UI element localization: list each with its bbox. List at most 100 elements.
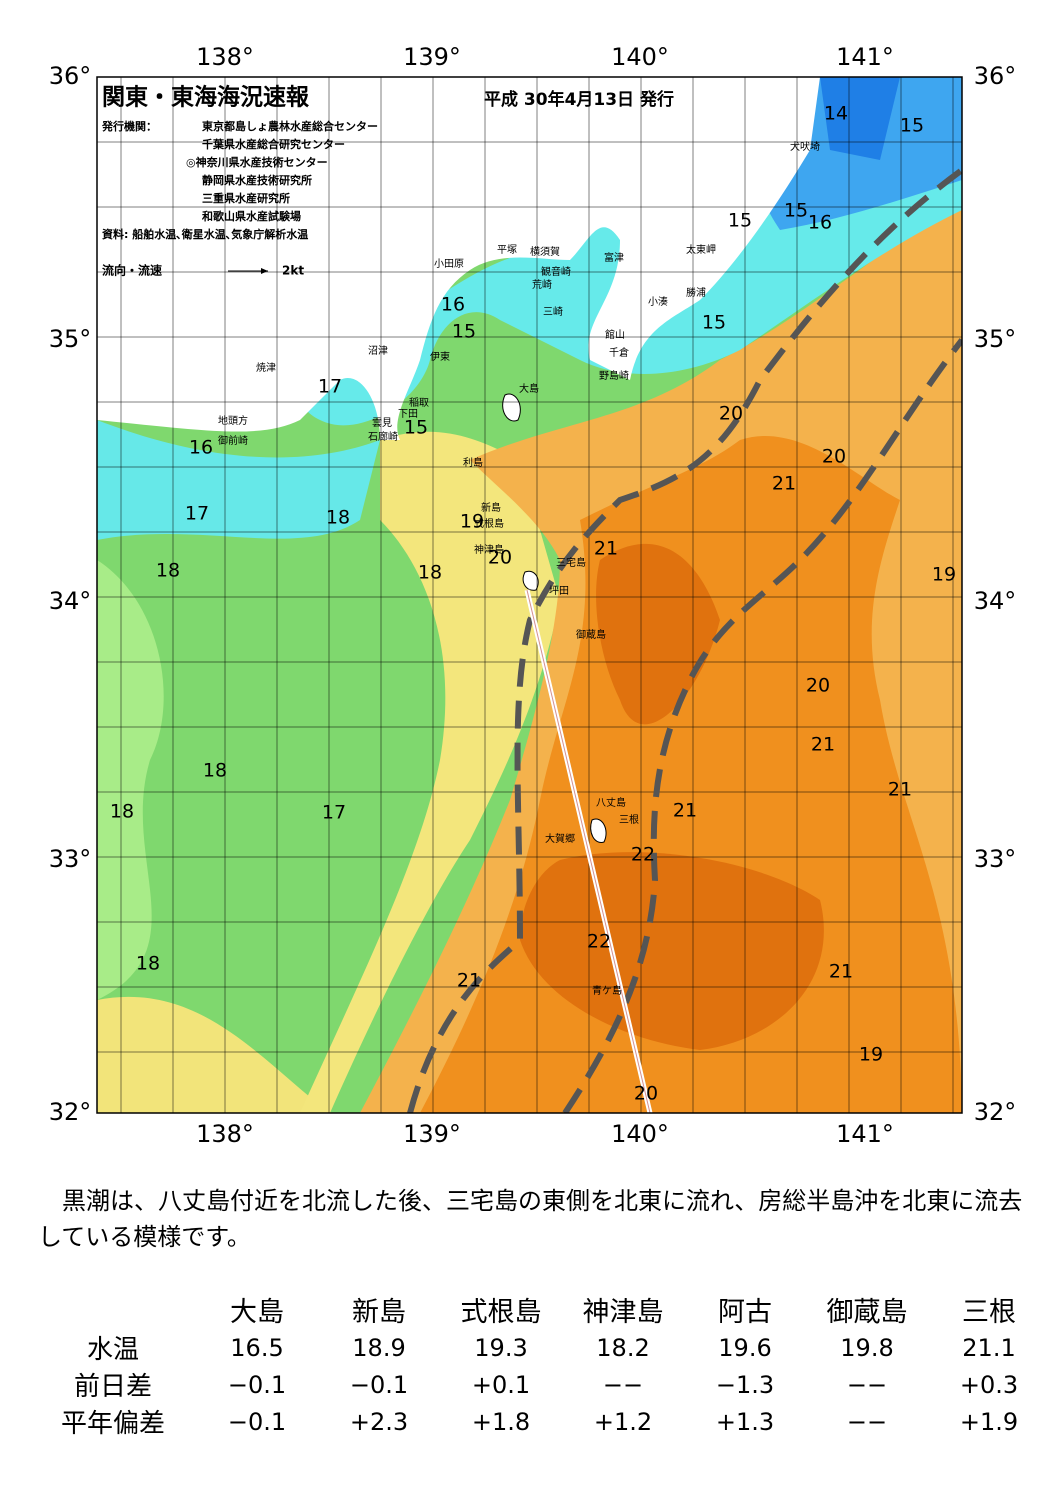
isotherm-label: 16 (189, 437, 213, 459)
isotherm-label: 21 (594, 538, 618, 560)
lon-label: 138° (196, 1120, 254, 1148)
lat-label: 36° (974, 62, 1017, 90)
place-name: 伊東 (430, 350, 450, 363)
lon-label: 140° (611, 1120, 669, 1148)
place-name: 犬吠埼 (790, 140, 820, 153)
isotherm-label: 17 (318, 376, 342, 398)
isotherm-label: 18 (136, 953, 160, 975)
place-name: 式根島 (474, 517, 504, 530)
cell: +0.1 (471, 1370, 531, 1399)
place-name: 三根 (619, 813, 639, 826)
table-row: 前日差 −0.1 −0.1 +0.1 −− −1.3 −− +0.3 (30, 1366, 1050, 1403)
isotherm-label: 18 (110, 801, 134, 823)
isotherm-label: 20 (719, 403, 743, 425)
isotherm-label: 21 (457, 970, 481, 992)
isotherm-label: 19 (859, 1044, 883, 1066)
description: 黒潮は、八丈島付近を北流した後、三宅島の東側を北東に流れ、房総半島沖を北東に流去… (38, 1187, 1023, 1251)
place-name: 三宅島 (556, 556, 586, 569)
place-name: 青ケ島 (592, 984, 622, 997)
place-name: 観音崎 (541, 265, 571, 278)
isotherm-label: 16 (441, 294, 465, 316)
place-name: 焼津 (256, 362, 276, 374)
place-name: 下田 (398, 409, 418, 420)
table-header: 大島 新島 式根島 神津島 阿古 御蔵島 三根 (30, 1290, 1050, 1329)
isotherm-label: 19 (460, 511, 484, 533)
lat-label: 33° (974, 845, 1017, 873)
place-name: 太東岬 (686, 243, 716, 256)
isotherm-label: 14 (824, 103, 848, 125)
lon-label: 141° (836, 1120, 894, 1148)
legend: 流向・流速 (102, 263, 162, 278)
lon-label: 139° (403, 1120, 461, 1148)
cell: +1.8 (471, 1407, 531, 1436)
place-name: 平塚 (497, 244, 517, 256)
row-header: 水温 (86, 1335, 139, 1365)
lon-label: 140° (611, 43, 669, 71)
place-name: 荒崎 (532, 278, 552, 291)
place-name: 三崎 (543, 305, 563, 318)
place-name: 勝浦 (686, 286, 706, 299)
column-header: 大島 (230, 1297, 284, 1328)
cell: −− (846, 1370, 888, 1399)
place-name: 小湊 (648, 295, 668, 308)
lat-label: 34° (49, 587, 92, 615)
lat-label: 34° (974, 587, 1017, 615)
issuer: 三重県水産研究所 (202, 191, 290, 205)
isotherm-label: 15 (452, 321, 476, 343)
place-name: 石廊崎 (368, 430, 398, 443)
isotherm-label: 22 (631, 844, 655, 866)
cell: 18.2 (596, 1333, 650, 1362)
lat-label: 32° (974, 1098, 1017, 1126)
issuer: 東京都島しょ農林水産総合センター (202, 119, 378, 133)
isotherm-label: 22 (587, 931, 611, 953)
cell: +0.3 (959, 1370, 1019, 1399)
isotherm-label: 15 (702, 312, 726, 334)
column-header: 三根 (962, 1297, 1016, 1328)
place-name: 大賀郷 (545, 832, 575, 845)
cell: −− (846, 1407, 888, 1436)
lon-label: 138° (196, 43, 254, 71)
isotherm-label: 21 (829, 961, 853, 983)
cell: 19.3 (474, 1333, 528, 1362)
lon-label: 141° (836, 43, 894, 71)
row-header: 前日差 (73, 1372, 152, 1402)
cell: −0.1 (227, 1407, 287, 1436)
cell: −0.1 (349, 1370, 409, 1399)
isotherm-label: 16 (808, 212, 832, 234)
cell: +1.3 (715, 1407, 775, 1436)
place-name: 御前崎 (218, 434, 248, 447)
place-name: 新島 (481, 501, 501, 514)
isotherm-label: 15 (728, 210, 752, 232)
isotherm-label: 15 (784, 200, 808, 222)
cell: +1.2 (593, 1407, 653, 1436)
isotherm-label: 18 (156, 560, 180, 582)
title: 関東・東海海況速報 (102, 84, 310, 111)
lat-label: 36° (49, 62, 92, 90)
isotherm-label: 15 (900, 115, 924, 137)
issuer: 和歌山県水産試験場 (202, 209, 301, 223)
issuer: 千葉県水産総合研究センター (202, 137, 345, 151)
lat-label: 35° (974, 325, 1017, 353)
place-name: 御蔵島 (576, 628, 606, 641)
cell: 18.9 (352, 1333, 406, 1362)
isotherm-label: 15 (404, 417, 428, 439)
isotherm-label: 21 (888, 779, 912, 801)
place-name: 大島 (519, 382, 539, 395)
isotherm-label: 21 (673, 800, 697, 822)
isotherm-label: 19 (932, 564, 956, 586)
place-name: 横須賀 (530, 245, 560, 258)
isotherm-label: 18 (418, 562, 442, 584)
cell: +2.3 (349, 1407, 409, 1436)
isotherm-label: 17 (185, 503, 209, 525)
place-name: 稲取 (409, 397, 429, 409)
isotherm-label: 20 (634, 1083, 658, 1105)
column-header: 阿古 (718, 1297, 772, 1328)
isotherm-label: 20 (806, 675, 830, 697)
place-name: 八丈島 (596, 796, 626, 809)
column-header: 新島 (352, 1297, 406, 1328)
legend-unit: 2kt (282, 264, 304, 278)
cell: −− (602, 1370, 644, 1399)
place-name: 利島 (463, 456, 483, 469)
lon-label: 139° (403, 43, 461, 71)
